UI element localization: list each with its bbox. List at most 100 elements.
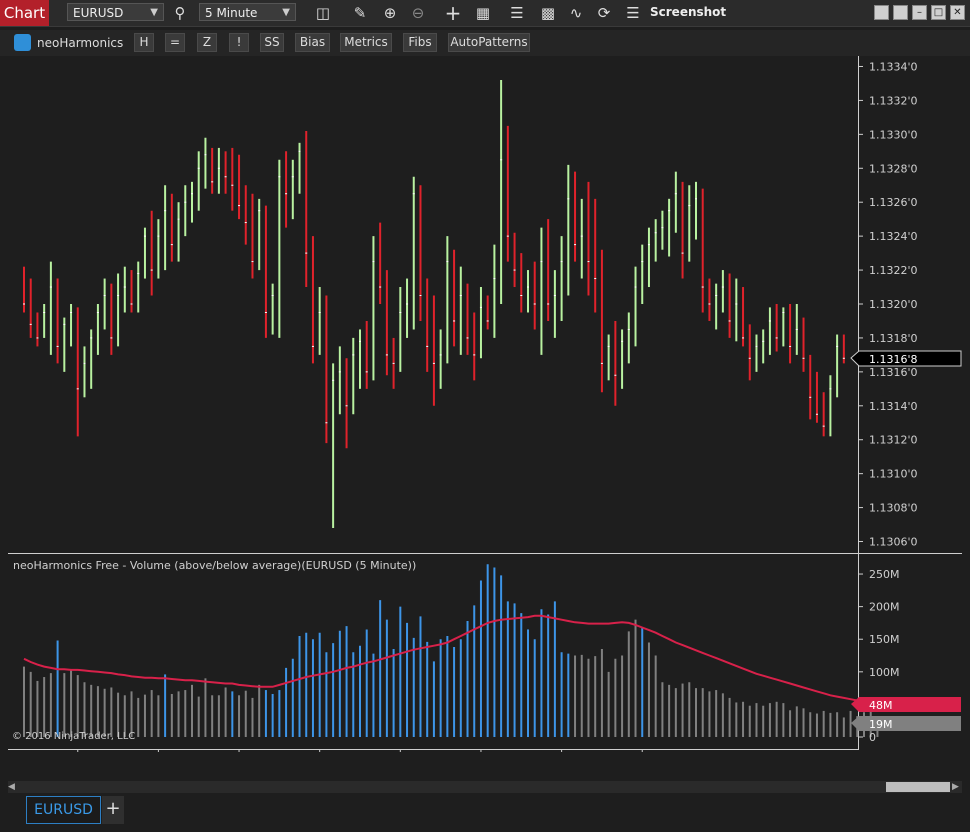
price-bar xyxy=(829,375,832,437)
price-bar xyxy=(587,181,590,296)
price-bar xyxy=(701,188,704,313)
chevron-down-icon: ▼ xyxy=(282,7,290,18)
add-tab-button[interactable]: + xyxy=(102,796,124,824)
price-bar xyxy=(83,346,86,398)
average-volume-marker: 48M xyxy=(851,697,961,712)
chart-panel[interactable]: 1.1334'0 1.1332'0 1.1330'0 1.1328'0 1.1326'0… xyxy=(8,56,962,752)
indicator-button-bias[interactable]: Bias xyxy=(295,33,330,52)
indicator-button-z[interactable]: Z xyxy=(197,33,217,52)
interval-selector[interactable]: 5 Minute ▼ xyxy=(199,3,296,21)
indicator-button-h[interactable]: H xyxy=(134,33,154,52)
price-bar xyxy=(177,202,180,262)
price-bar xyxy=(96,304,99,355)
pencil-icon[interactable]: ✎ xyxy=(353,4,367,22)
price-bar xyxy=(332,363,335,528)
price-bar xyxy=(23,266,25,313)
chart-canvas[interactable]: 1.1334'0 1.1332'0 1.1330'0 1.1328'0 1.1326'0… xyxy=(8,56,962,752)
price-bar xyxy=(170,193,173,262)
price-bar xyxy=(533,261,536,330)
reload-icon[interactable]: ⟳ xyxy=(597,4,611,22)
link-button-2[interactable] xyxy=(893,5,908,20)
close-button[interactable]: ✕ xyxy=(950,5,965,20)
properties-icon[interactable]: ☰ xyxy=(626,4,640,22)
volume-tick-label: 100M xyxy=(869,666,900,679)
price-bar xyxy=(110,283,113,355)
price-bar xyxy=(627,312,630,364)
chart-window-label: Chart xyxy=(0,0,49,26)
drawing-tools-icon[interactable]: ∿ xyxy=(569,4,583,22)
current-price-marker: 1.1316'8 xyxy=(850,350,962,367)
price-bar xyxy=(43,304,46,338)
instrument-selector[interactable]: EURUSD ▼ xyxy=(67,3,164,21)
price-bar xyxy=(352,337,355,415)
price-tick-label: 1.1334'0 xyxy=(869,60,918,73)
price-bar xyxy=(842,334,845,364)
price-tick-label: 1.1310'0 xyxy=(869,468,918,481)
price-bar xyxy=(305,130,308,288)
price-tick-label: 1.1332'0 xyxy=(869,94,918,107)
price-bar xyxy=(191,181,193,223)
price-bar xyxy=(224,151,227,194)
price-bar xyxy=(614,320,617,406)
price-tick-label: 1.1330'0 xyxy=(869,128,918,141)
zoom-out-icon[interactable]: ⊖ xyxy=(411,4,425,22)
volume-average-line xyxy=(23,614,878,705)
price-bar xyxy=(661,210,664,250)
strategies-icon[interactable]: ☰ xyxy=(510,4,524,22)
data-box-icon[interactable]: ▦ xyxy=(475,4,491,22)
price-bar xyxy=(688,185,691,262)
link-button[interactable] xyxy=(874,5,889,20)
price-bar xyxy=(258,198,261,271)
price-bar xyxy=(506,125,509,262)
price-tick-label: 1.1320'0 xyxy=(869,298,918,311)
price-bar xyxy=(809,354,812,420)
price-bar xyxy=(372,236,375,381)
price-bar xyxy=(621,329,624,389)
price-bar xyxy=(412,176,415,330)
price-bar xyxy=(453,249,456,347)
price-bar xyxy=(580,198,583,279)
zoom-in-icon[interactable]: ⊕ xyxy=(383,4,397,22)
price-bar xyxy=(432,295,435,406)
templates-icon[interactable]: ▩ xyxy=(540,4,556,22)
crosshair-icon[interactable]: + xyxy=(444,1,462,25)
chevron-down-icon: ▼ xyxy=(150,7,158,18)
price-bar xyxy=(264,205,267,338)
horizontal-scrollbar[interactable]: ◀ ▶ xyxy=(8,781,962,793)
price-tick-label: 1.1324'0 xyxy=(869,230,918,243)
indicator-button-equals[interactable]: = xyxy=(165,33,185,52)
last-volume-label: 19M xyxy=(869,718,893,731)
maximize-button[interactable]: □ xyxy=(931,5,946,20)
price-bar xyxy=(103,278,106,330)
tab-eurusd[interactable]: EURUSD xyxy=(26,796,101,824)
scrollbar-thumb[interactable] xyxy=(886,782,950,792)
price-bar xyxy=(278,159,281,338)
price-tick-label: 1.1328'0 xyxy=(869,162,918,175)
price-bar xyxy=(137,261,140,313)
screenshot-button[interactable]: Screenshot xyxy=(650,5,727,19)
price-bar xyxy=(755,334,758,372)
volume-tick-label: 250M xyxy=(869,568,900,581)
price-bar xyxy=(379,222,382,304)
price-bar xyxy=(70,304,73,347)
indicator-button-metrics[interactable]: Metrics xyxy=(340,33,392,52)
indicator-button-autopatterns[interactable]: AutoPatterns xyxy=(448,33,530,52)
price-bar xyxy=(513,232,516,288)
minimize-button[interactable]: – xyxy=(912,5,927,20)
scroll-right-icon[interactable]: ▶ xyxy=(952,782,959,792)
price-bar xyxy=(90,329,93,389)
price-bar xyxy=(392,337,395,389)
price-bar xyxy=(184,185,187,237)
indicator-button-fibs[interactable]: Fibs xyxy=(403,33,437,52)
indicator-button-alert[interactable]: ! xyxy=(229,33,249,52)
price-bar xyxy=(311,236,314,364)
time-axis: 05:0006:0007:0008:0009:0010:0011:0012:00 xyxy=(77,750,643,752)
instrument-value: EURUSD xyxy=(73,6,124,20)
indicator-button-ss[interactable]: SS xyxy=(260,33,284,52)
volume-bars xyxy=(23,564,879,737)
search-icon[interactable]: ⚲ xyxy=(174,4,186,22)
price-bar xyxy=(775,304,778,352)
scroll-left-icon[interactable]: ◀ xyxy=(8,782,15,792)
bar-style-icon[interactable]: ◫ xyxy=(315,4,331,22)
price-bar xyxy=(641,244,644,304)
